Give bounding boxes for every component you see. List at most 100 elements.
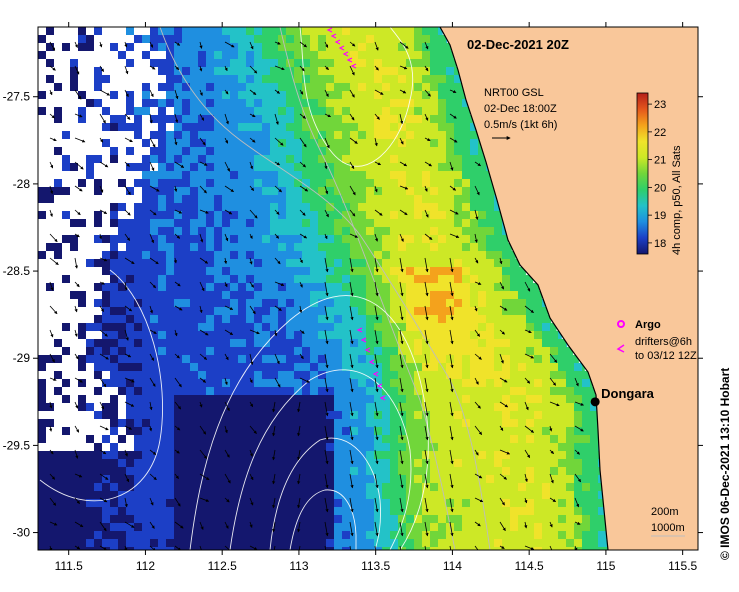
sst-cell xyxy=(174,435,182,443)
sst-cell xyxy=(486,443,494,451)
sst-cell xyxy=(470,115,473,123)
sst-cell xyxy=(502,275,510,283)
current-arrow xyxy=(324,113,332,118)
current-arrow xyxy=(174,185,178,193)
sst-cell xyxy=(350,267,358,275)
sst-cell xyxy=(526,291,534,299)
sst-cell xyxy=(350,219,358,227)
sst-cell xyxy=(294,235,302,243)
sst-cell xyxy=(358,387,366,395)
sst-cell xyxy=(446,347,454,355)
sst-cell xyxy=(382,163,390,171)
sst-cell xyxy=(102,347,110,355)
sst-cell xyxy=(310,323,318,331)
sst-cell xyxy=(558,347,566,355)
sst-cell xyxy=(38,51,46,59)
sst-cell xyxy=(78,491,86,499)
sst-cell xyxy=(454,123,462,131)
sst-cell xyxy=(158,227,166,235)
sst-cell xyxy=(278,91,286,99)
sst-cell xyxy=(118,531,126,539)
current-arrow xyxy=(299,233,308,239)
current-arrow xyxy=(149,281,157,289)
sst-cell xyxy=(150,515,158,523)
current-arrow xyxy=(399,89,407,94)
sst-cell xyxy=(414,251,422,259)
sst-cell xyxy=(430,91,438,99)
sst-cell xyxy=(518,419,526,427)
sst-cell xyxy=(150,155,158,163)
current-arrow xyxy=(499,305,508,311)
sst-cell xyxy=(390,227,398,235)
sst-cell xyxy=(382,467,390,475)
sst-cell xyxy=(454,91,462,99)
sst-cell xyxy=(526,475,534,483)
sst-cell xyxy=(150,275,158,283)
sst-cell xyxy=(174,291,182,299)
sst-cell xyxy=(262,163,270,171)
sst-cell xyxy=(294,83,302,91)
sst-cell xyxy=(398,323,406,331)
sst-cell xyxy=(166,395,174,403)
sst-cell xyxy=(94,499,102,507)
sst-cell xyxy=(294,139,302,147)
sst-cell xyxy=(358,347,366,355)
sst-cell xyxy=(374,451,382,459)
sst-cell xyxy=(78,451,86,459)
sst-cell xyxy=(422,443,430,451)
sst-cell xyxy=(374,115,382,123)
sst-cell xyxy=(462,115,470,123)
sst-cell xyxy=(350,475,358,483)
sst-cell xyxy=(414,267,422,275)
sst-cell xyxy=(118,451,126,459)
sst-cell xyxy=(582,491,590,499)
sst-cell xyxy=(478,539,486,547)
sst-cell xyxy=(262,267,270,275)
sst-cell xyxy=(246,27,254,35)
sst-cell xyxy=(462,467,470,475)
sst-cell xyxy=(206,251,214,259)
sst-cell xyxy=(238,195,246,203)
sst-cell xyxy=(422,419,430,427)
sst-cell xyxy=(142,411,150,419)
sst-cell xyxy=(446,251,454,259)
sst-cell xyxy=(206,171,214,179)
sst-cell xyxy=(326,123,334,131)
sst-cell xyxy=(214,483,222,491)
current-arrow xyxy=(49,209,53,218)
sst-cell xyxy=(118,315,126,323)
sst-cell xyxy=(390,451,398,459)
sst-cell xyxy=(478,163,486,171)
sst-cell xyxy=(54,147,62,155)
sst-cell xyxy=(142,235,150,243)
sst-cell xyxy=(222,163,230,171)
sst-cell xyxy=(254,315,262,323)
sst-cell xyxy=(414,163,422,171)
current-arrow xyxy=(274,89,281,94)
sst-cell xyxy=(110,347,118,355)
sst-cell xyxy=(542,355,550,363)
current-arrow xyxy=(399,449,404,465)
sst-cell xyxy=(294,315,302,323)
sst-cell xyxy=(454,419,462,427)
sst-cell xyxy=(366,419,374,427)
sst-cell xyxy=(446,491,454,499)
sst-cell xyxy=(254,395,262,403)
current-arrow xyxy=(74,233,80,238)
current-arrow xyxy=(299,137,307,148)
sst-cell xyxy=(62,275,70,283)
sst-cell xyxy=(350,283,358,291)
sst-cell xyxy=(318,171,326,179)
sst-cell xyxy=(350,371,358,379)
sst-cell xyxy=(358,59,366,67)
current-arrow xyxy=(74,41,78,49)
sst-cell xyxy=(214,35,222,43)
current-arrow xyxy=(49,89,53,96)
sst-cell xyxy=(366,83,374,91)
sst-cell xyxy=(454,75,461,83)
sst-cell xyxy=(254,27,262,35)
sst-cell xyxy=(478,443,486,451)
sst-cell xyxy=(462,515,470,523)
sst-cell xyxy=(190,483,198,491)
sst-cell xyxy=(358,547,366,550)
